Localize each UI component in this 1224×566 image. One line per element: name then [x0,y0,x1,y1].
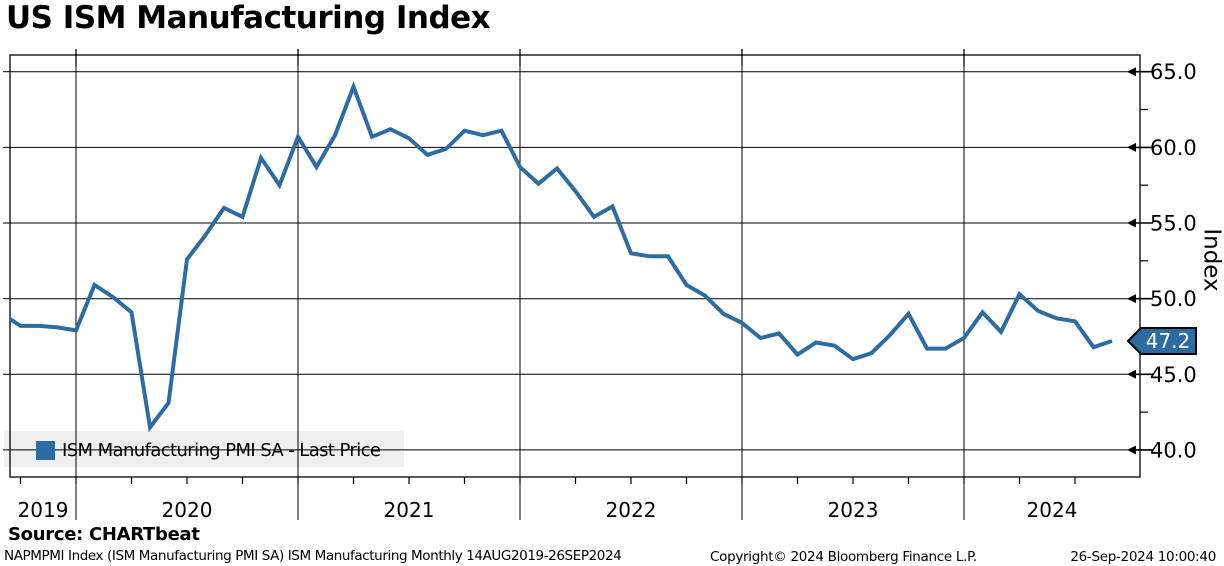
tick-arrow-icon [1127,294,1136,304]
last-price-badge [1126,327,1197,356]
y-tick-label: 40.0 [1150,438,1197,462]
x-tick-label: 2023 [828,498,879,522]
y-tick-label: 55.0 [1150,212,1197,236]
y-tick-label: 50.0 [1150,287,1197,311]
footer-description: NAPMPMI Index (ISM Manufacturing PMI SA)… [4,548,622,564]
plot-border [9,54,1141,478]
x-tick-label: 2021 [384,498,435,522]
tick-arrow-icon [1127,218,1136,228]
x-tick-label: 2020 [162,498,213,522]
legend[interactable]: ISM Manufacturing PMI SA - Last Price [36,440,381,461]
tick-arrow-icon [1127,142,1136,152]
tick-arrow-icon [1127,67,1136,77]
x-tick-label: 2022 [606,498,657,522]
chart-title: US ISM Manufacturing Index [6,0,491,36]
pmi-series-line[interactable] [2,81,1113,433]
y-tick-label: 45.0 [1150,363,1197,387]
y-axis-title: Index [1198,228,1224,292]
legend-marker-icon [36,441,55,460]
y-tick-label: 60.0 [1150,136,1197,160]
footer-timestamp: 26-Sep-2024 10:00:40 [1070,549,1216,565]
x-tick-label: 2024 [1027,498,1078,522]
legend-background [4,431,404,467]
tick-arrow-icon [1127,369,1136,379]
footer-copyright: Copyright© 2024 Bloomberg Finance L.P. [710,549,977,565]
legend-label: ISM Manufacturing PMI SA - Last Price [62,440,381,461]
tick-arrow-icon [1127,445,1136,455]
y-tick-label: 65.0 [1150,60,1197,84]
x-tick-label: 2019 [18,498,69,522]
last-price-value: 47.2 [1146,329,1191,353]
footer-source: Source: CHARTbeat [8,524,200,545]
